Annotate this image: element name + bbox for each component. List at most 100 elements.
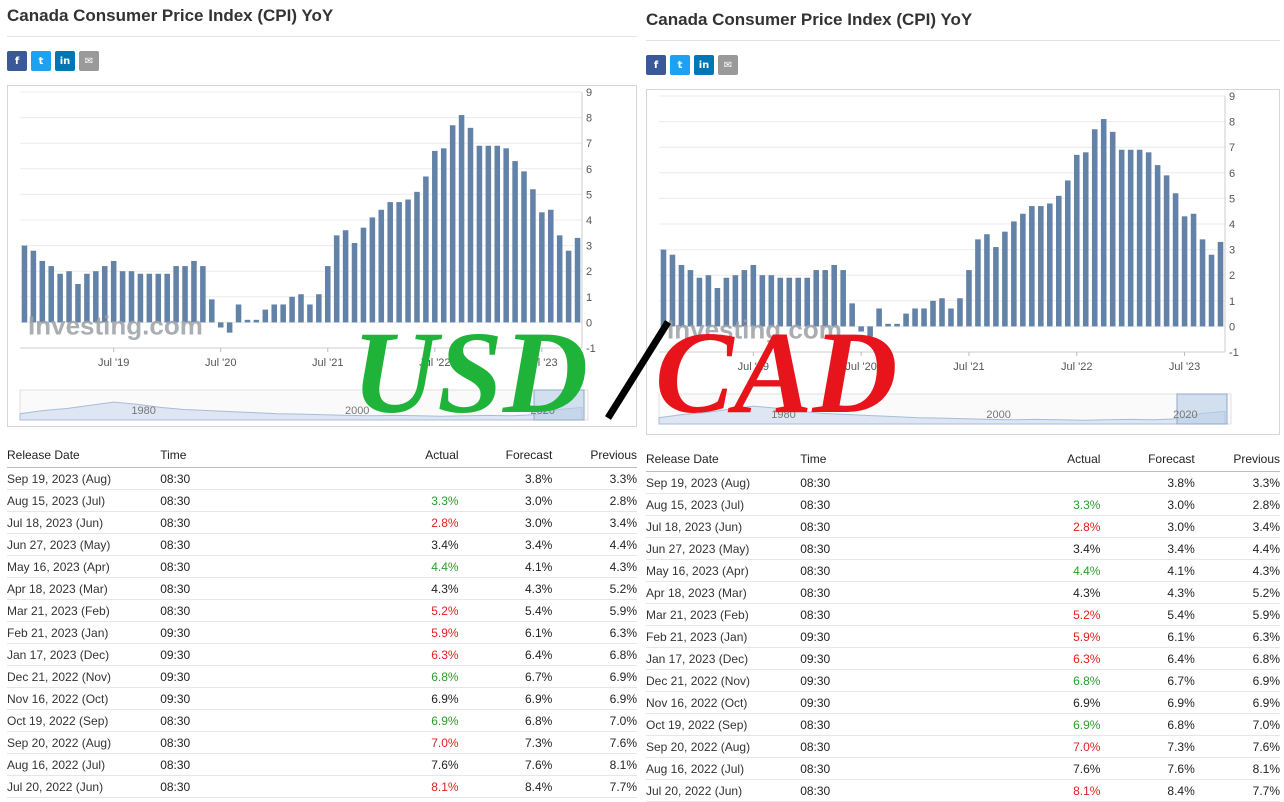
cpi-bar[interactable]: [387, 202, 393, 323]
cpi-bar[interactable]: [75, 284, 81, 323]
navigator-selection[interactable]: [533, 389, 585, 421]
cpi-bar[interactable]: [1073, 154, 1080, 327]
twitter-icon[interactable]: t: [31, 51, 51, 71]
cpi-bar[interactable]: [449, 125, 456, 323]
cpi-bar[interactable]: [1011, 221, 1017, 327]
cpi-bar[interactable]: [137, 273, 144, 323]
cpi-bar[interactable]: [244, 319, 251, 323]
cpi-bar[interactable]: [1154, 165, 1161, 327]
cpi-bar[interactable]: [687, 270, 694, 327]
cpi-bar[interactable]: [396, 202, 402, 323]
cpi-bar[interactable]: [759, 275, 766, 327]
cpi-bar[interactable]: [678, 264, 685, 327]
cpi-bar[interactable]: [271, 304, 278, 323]
facebook-icon[interactable]: f: [646, 55, 666, 75]
cpi-bar[interactable]: [110, 260, 117, 323]
cpi-bar[interactable]: [209, 299, 215, 323]
cpi-bar[interactable]: [565, 250, 572, 323]
cpi-bar[interactable]: [1002, 231, 1008, 327]
cpi-bar[interactable]: [458, 115, 465, 323]
cpi-bar[interactable]: [849, 303, 855, 327]
cpi-bar[interactable]: [494, 145, 501, 323]
cpi-bar[interactable]: [858, 326, 864, 332]
cpi-bar[interactable]: [57, 273, 63, 323]
cpi-bar[interactable]: [226, 322, 233, 333]
cpi-bar[interactable]: [476, 145, 483, 323]
cpi-bar[interactable]: [795, 277, 802, 327]
cpi-bar[interactable]: [903, 313, 909, 327]
cpi-bar[interactable]: [1064, 180, 1071, 327]
cpi-bar[interactable]: [182, 266, 188, 323]
cpi-bar[interactable]: [512, 161, 518, 323]
cpi-bar[interactable]: [1020, 213, 1026, 327]
previous-header[interactable]: Previous: [1194, 447, 1280, 472]
cpi-bar[interactable]: [378, 209, 385, 323]
cpi-bar[interactable]: [966, 270, 972, 327]
cpi-bar[interactable]: [485, 145, 492, 323]
cpi-bar[interactable]: [423, 176, 429, 323]
cpi-bar[interactable]: [723, 277, 730, 327]
cpi-bar[interactable]: [467, 127, 474, 323]
cpi-bar[interactable]: [30, 250, 37, 323]
cpi-bar[interactable]: [876, 308, 882, 327]
cpi-bar[interactable]: [316, 294, 322, 323]
cpi-bar[interactable]: [1047, 203, 1053, 327]
cpi-bar[interactable]: [975, 239, 981, 327]
cpi-bar[interactable]: [1208, 254, 1215, 327]
cpi-bar[interactable]: [1145, 152, 1152, 327]
cpi-bar[interactable]: [556, 235, 563, 323]
cpi-bar[interactable]: [21, 245, 28, 323]
cpi-bar[interactable]: [1127, 149, 1134, 327]
range-navigator[interactable]: 1980 2000 2020: [658, 393, 1232, 425]
cpi-bar[interactable]: [912, 308, 918, 327]
cpi-bar[interactable]: [521, 171, 527, 323]
cpi-bar[interactable]: [39, 260, 46, 323]
linkedin-icon[interactable]: in: [694, 55, 714, 75]
cpi-bar[interactable]: [262, 309, 269, 323]
cpi-bar[interactable]: [253, 319, 260, 323]
cpi-bar[interactable]: [173, 266, 179, 323]
cpi-bar[interactable]: [1190, 213, 1197, 327]
cpi-bar[interactable]: [921, 308, 927, 327]
cpi-bar[interactable]: [984, 234, 990, 327]
cpi-bar[interactable]: [548, 209, 554, 323]
cpi-bar[interactable]: [1109, 131, 1116, 327]
cpi-bar[interactable]: [804, 277, 811, 327]
cpi-bar[interactable]: [669, 254, 676, 327]
email-icon[interactable]: ✉: [79, 51, 99, 71]
cpi-bar[interactable]: [993, 247, 999, 327]
cpi-bar[interactable]: [822, 270, 828, 327]
cpi-bar[interactable]: [539, 212, 545, 323]
cpi-bar[interactable]: [1163, 175, 1170, 327]
cpi-bar[interactable]: [235, 304, 242, 323]
cpi-bar[interactable]: [503, 148, 509, 323]
cpi-bar[interactable]: [1091, 129, 1098, 327]
cpi-bar[interactable]: [324, 266, 331, 323]
cpi-bar[interactable]: [930, 300, 936, 327]
cpi-bar[interactable]: [351, 243, 358, 323]
range-navigator[interactable]: 1980 2000 2020: [19, 389, 589, 421]
cpi-bar[interactable]: [119, 271, 126, 323]
cpi-bar[interactable]: [768, 275, 775, 327]
cpi-bar[interactable]: [574, 237, 581, 323]
previous-header[interactable]: Previous: [552, 443, 637, 468]
cpi-bar[interactable]: [714, 288, 721, 327]
cpi-bar[interactable]: [840, 270, 846, 327]
cpi-bar[interactable]: [360, 227, 367, 323]
cpi-bar[interactable]: [867, 326, 873, 337]
cpi-bar[interactable]: [280, 304, 286, 323]
cpi-bar[interactable]: [1029, 206, 1035, 327]
cpi-bar[interactable]: [84, 273, 90, 323]
cpi-bar[interactable]: [1118, 149, 1125, 327]
cpi-bar[interactable]: [307, 304, 313, 323]
cpi-bar[interactable]: [369, 217, 376, 323]
email-icon[interactable]: ✉: [718, 55, 738, 75]
cpi-bar[interactable]: [939, 298, 945, 327]
cpi-bar[interactable]: [948, 308, 954, 327]
cpi-bar[interactable]: [1199, 239, 1206, 327]
cpi-bar[interactable]: [333, 235, 340, 323]
time-header[interactable]: Time: [160, 443, 362, 468]
cpi-bar[interactable]: [414, 191, 420, 323]
cpi-bar[interactable]: [342, 230, 349, 323]
cpi-bar[interactable]: [289, 296, 295, 323]
